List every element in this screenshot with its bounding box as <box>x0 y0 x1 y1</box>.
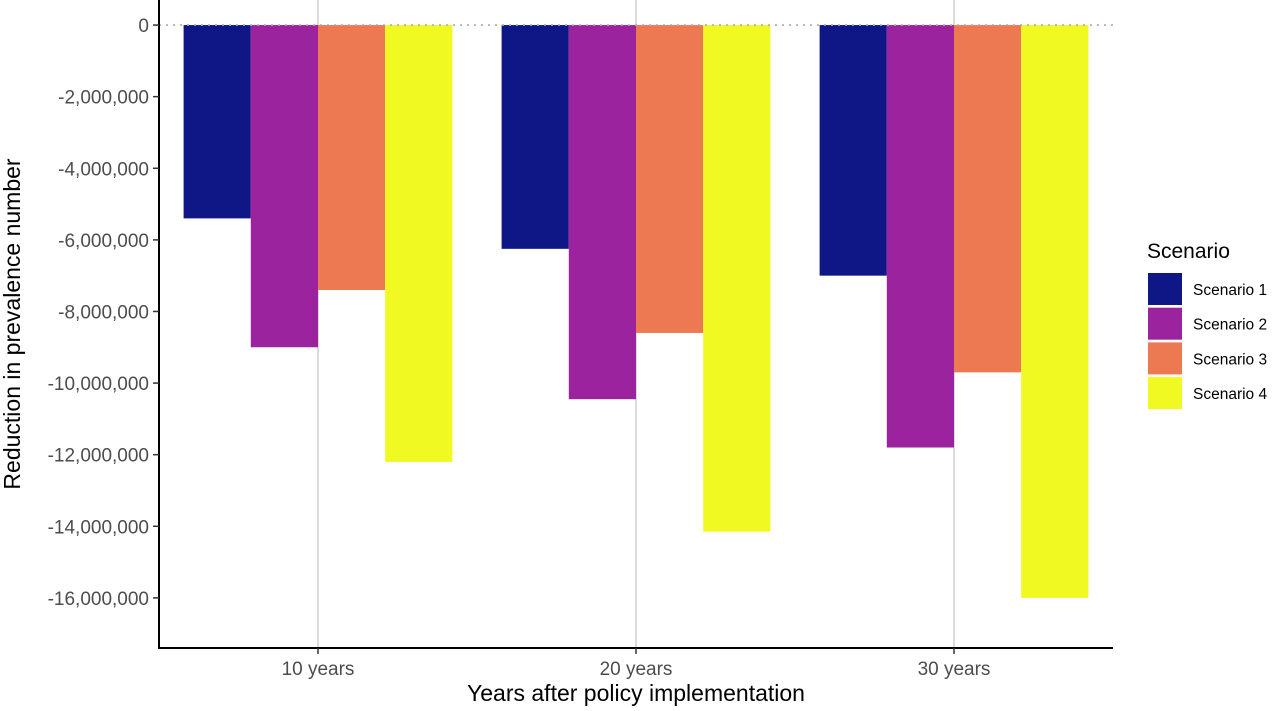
bar-scenario-2-10-years <box>250 25 318 348</box>
bar-scenario-4-30-years <box>1021 25 1089 598</box>
legend-label: Scenario 2 <box>1193 317 1267 334</box>
legend-key-scenario-4 <box>1148 377 1182 410</box>
x-tick-label: 20 years <box>600 659 673 680</box>
legend-title: Scenario <box>1147 240 1230 263</box>
y-tick-label: -2,000,000 <box>58 88 149 109</box>
x-tick-label: 10 years <box>282 659 355 680</box>
x-tick-label: 30 years <box>918 659 991 680</box>
axes <box>153 0 1113 654</box>
bar-scenario-1-10-years <box>183 25 251 219</box>
legend-label: Scenario 1 <box>1193 282 1267 299</box>
y-tick-label: -14,000,000 <box>48 517 149 538</box>
y-tick-label: -16,000,000 <box>48 589 149 610</box>
y-tick-label: -12,000,000 <box>48 446 149 467</box>
bar-scenario-2-30-years <box>886 25 954 448</box>
x-tick-labels: 10 years 20 years 30 years <box>282 659 991 680</box>
bar-scenario-1-30-years <box>819 25 887 276</box>
y-tick-label: -6,000,000 <box>58 231 149 252</box>
bar-scenario-1-20-years <box>501 25 569 249</box>
y-tick-label: 0 <box>138 16 149 37</box>
bar-scenario-3-30-years <box>954 25 1022 373</box>
bar-scenario-4-20-years <box>703 25 771 532</box>
bar-scenario-3-10-years <box>318 25 386 290</box>
legend: Scenario Scenario 1 Scenario 2 Scenario 3 S… <box>1147 240 1267 410</box>
y-tick-labels: 0 -2,000,000 -4,000,000 -6,000,000 -8,000,00… <box>48 16 149 610</box>
y-tick-label: -8,000,000 <box>58 302 149 323</box>
bar-scenario-3-20-years <box>636 25 704 333</box>
y-axis-title: Reduction in prevalence number <box>0 158 25 489</box>
y-tick-label: -10,000,000 <box>48 374 149 395</box>
legend-key-scenario-1 <box>1148 273 1182 305</box>
bars <box>183 25 1089 598</box>
x-axis-title: Years after policy implementation <box>467 680 805 706</box>
legend-key-scenario-3 <box>1148 342 1182 375</box>
legend-label: Scenario 3 <box>1193 351 1267 368</box>
legend-key-scenario-2 <box>1148 307 1182 340</box>
bar-scenario-4-10-years <box>385 25 453 462</box>
y-tick-label: -4,000,000 <box>58 159 149 180</box>
bar-scenario-2-20-years <box>568 25 636 400</box>
legend-label: Scenario 4 <box>1193 386 1267 403</box>
